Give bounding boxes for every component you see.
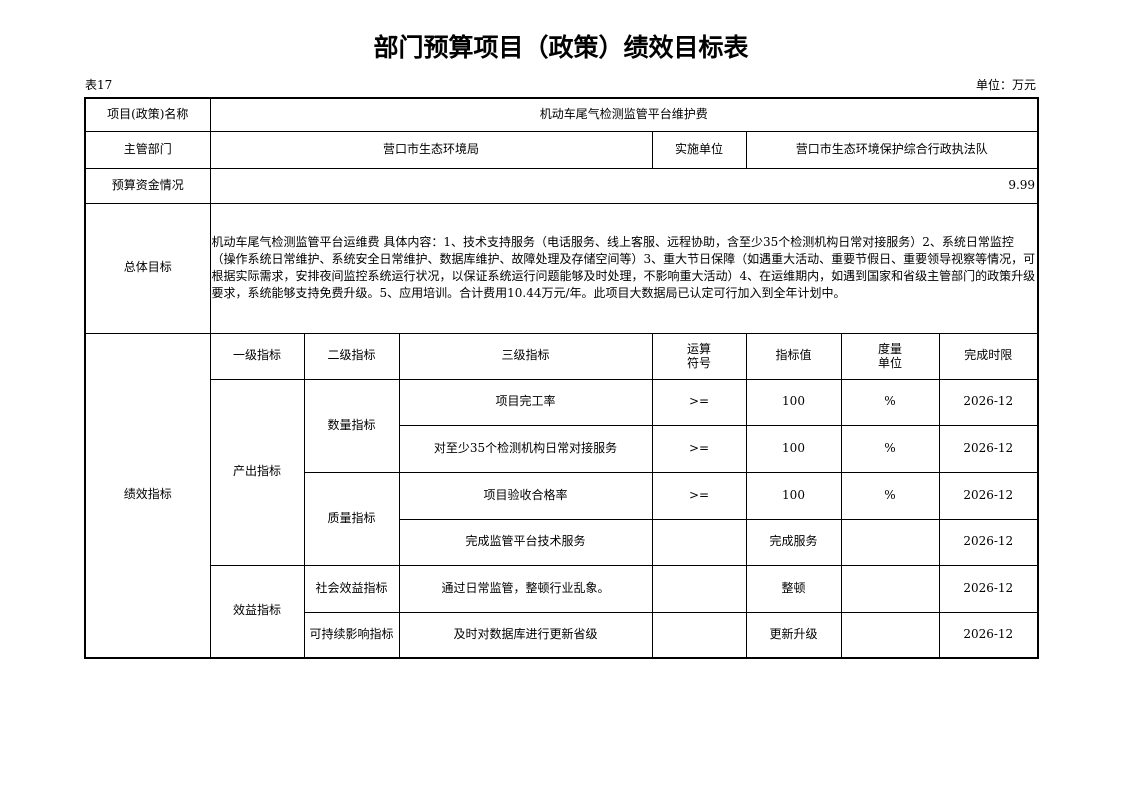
level3: 及时对数据库进行更新省级 bbox=[398, 611, 653, 659]
level3: 项目完工率 bbox=[398, 378, 653, 426]
value: 整顿 bbox=[745, 564, 842, 613]
header-unit: 度量 单位 bbox=[840, 332, 940, 380]
page-title: 部门预算项目（政策）绩效目标表 bbox=[373, 33, 749, 62]
header-value: 指标值 bbox=[745, 332, 842, 380]
unit: % bbox=[840, 378, 940, 426]
deadline: 2026-12 bbox=[938, 564, 1039, 613]
operator: >= bbox=[651, 471, 747, 520]
level3: 完成监管平台技术服务 bbox=[398, 518, 653, 566]
level2-sustainable: 可持续影响指标 bbox=[303, 611, 400, 659]
goal-text: 机动车尾气检测监管平台运维费 具体内容：1、技术支持服务（电话服务、线上客服、远… bbox=[209, 202, 1039, 334]
value: 完成服务 bbox=[745, 518, 842, 566]
operator bbox=[651, 564, 747, 613]
operator: >= bbox=[651, 424, 747, 473]
project-name-label: 项目(政策)名称 bbox=[84, 97, 211, 132]
unit bbox=[840, 611, 940, 659]
value: 100 bbox=[745, 378, 842, 426]
deadline: 2026-12 bbox=[938, 378, 1039, 426]
table-number: 表17 bbox=[85, 78, 113, 92]
header-deadline: 完成时限 bbox=[938, 332, 1039, 380]
level1-benefit: 效益指标 bbox=[209, 564, 305, 659]
unit: % bbox=[840, 471, 940, 520]
dept: 营口市生态环境局 bbox=[209, 130, 653, 169]
unit bbox=[840, 564, 940, 613]
unit: % bbox=[840, 424, 940, 473]
level2-quantity: 数量指标 bbox=[303, 378, 400, 473]
unit-label: 单位：万元 bbox=[975, 78, 1036, 92]
table-row: 质量指标 项目验收合格率 >= 100 % 2026-12 bbox=[85, 471, 1039, 566]
budget-label: 预算资金情况 bbox=[84, 167, 211, 204]
header-level2: 二级指标 bbox=[303, 332, 400, 380]
table-row: 产出指标 数量指标 项目完工率 >= 100 % 2026-12 bbox=[85, 378, 1039, 566]
impl: 营口市生态环境保护综合行政执法队 bbox=[745, 130, 1039, 169]
level3: 对至少35个检测机构日常对接服务 bbox=[398, 424, 653, 473]
table-row: 对至少35个检测机构日常对接服务 >= 100 % 2026-12 bbox=[85, 424, 1039, 473]
deadline: 2026-12 bbox=[938, 518, 1039, 566]
project-name: 机动车尾气检测监管平台维护费 bbox=[209, 97, 1039, 132]
level2-social: 社会效益指标 bbox=[303, 564, 400, 613]
header-level3: 三级指标 bbox=[398, 332, 653, 380]
level2-quality: 质量指标 bbox=[303, 471, 400, 566]
operator bbox=[651, 611, 747, 659]
deadline: 2026-12 bbox=[938, 471, 1039, 520]
impl-label: 实施单位 bbox=[651, 130, 747, 169]
header-level1: 一级指标 bbox=[209, 332, 305, 380]
level3: 项目验收合格率 bbox=[398, 471, 653, 520]
value: 100 bbox=[745, 424, 842, 473]
level1-output: 产出指标 bbox=[209, 378, 305, 566]
table-row: 可持续影响指标 及时对数据库进行更新省级 更新升级 2026-12 bbox=[85, 611, 1039, 659]
header-operator: 运算 符号 bbox=[651, 332, 747, 380]
goal-label: 总体目标 bbox=[84, 202, 211, 334]
table-row: 效益指标 社会效益指标 通过日常监管，整顿行业乱象。 整顿 2026-12 bbox=[85, 564, 1039, 659]
budget-value: 9.99 bbox=[209, 167, 1039, 204]
deadline: 2026-12 bbox=[938, 611, 1039, 659]
deadline: 2026-12 bbox=[938, 424, 1039, 473]
operator: >= bbox=[651, 378, 747, 426]
level3: 通过日常监管，整顿行业乱象。 bbox=[398, 564, 653, 613]
dept-label: 主管部门 bbox=[84, 130, 211, 169]
perf-label: 绩效指标 bbox=[84, 332, 211, 659]
value: 100 bbox=[745, 471, 842, 520]
unit bbox=[840, 518, 940, 566]
operator bbox=[651, 518, 747, 566]
performance-table: 项目(政策)名称 机动车尾气检测监管平台维护费 主管部门 营口市生态环境局 实施… bbox=[84, 97, 1040, 659]
value: 更新升级 bbox=[745, 611, 842, 659]
